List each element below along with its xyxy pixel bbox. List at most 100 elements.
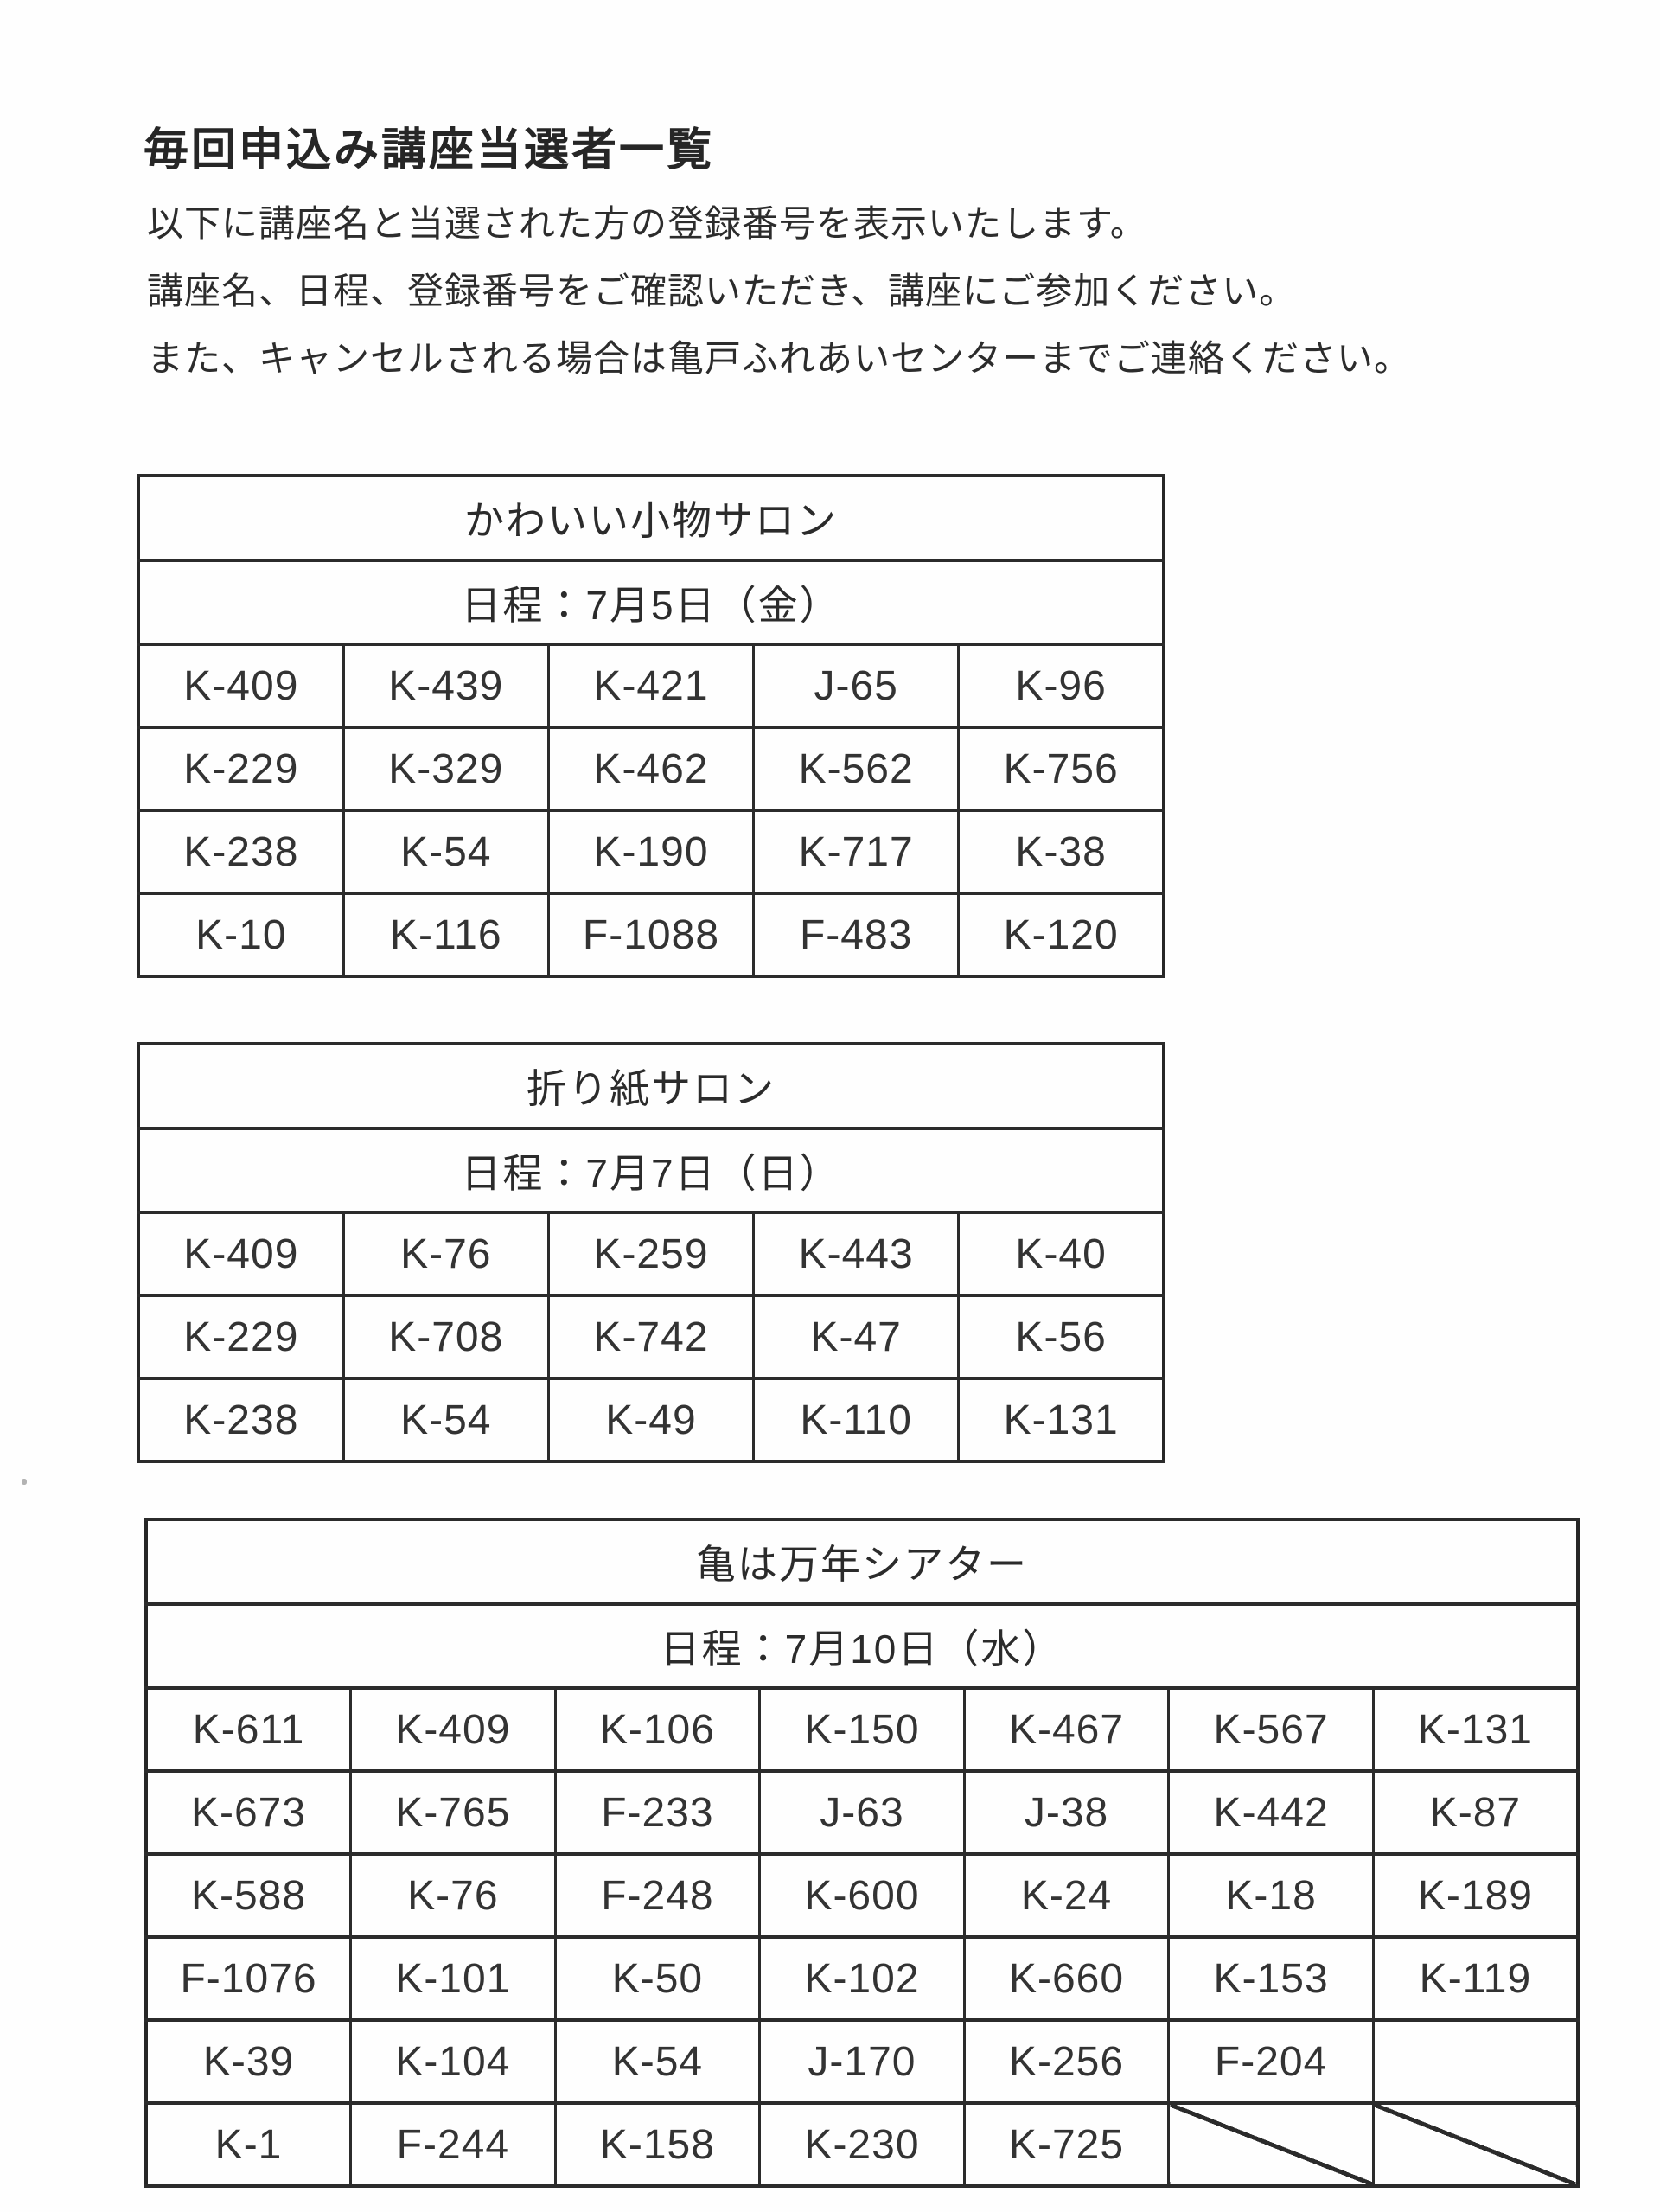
registration-number-cell: K-708 [342,1294,550,1380]
registration-number-cell: K-40 [957,1211,1165,1297]
registration-number-cell: K-87 [1371,1769,1580,1856]
table-row: K-39 K-104 K-54 J-170 K-256 F-204 [144,2018,1580,2105]
intro-text: 以下に講座名と当選された方の登録番号を表示いたします。 講座名、日程、登録番号を… [147,190,1411,393]
registration-number-cell: K-104 [349,2018,557,2105]
registration-number-cell: K-409 [349,1686,557,1773]
registration-number-cell: K-76 [342,1211,550,1297]
registration-number-cell: K-329 [342,726,550,812]
table-row: K-409 K-76 K-259 K-443 K-40 [137,1211,1165,1297]
registration-number-cell: K-600 [758,1852,966,1939]
registration-number-cell: K-150 [758,1686,966,1773]
table-row: K-10 K-116 F-1088 F-483 K-120 [137,892,1165,978]
empty-cell [1371,2018,1580,2105]
course-table-kame-wa-mannen-theater: 亀は万年シアター 日程：7月10日（水） K-611 K-409 K-106 K-150 K… [144,1518,1580,2188]
registration-number-cell: K-116 [342,892,550,978]
registration-number-cell: K-101 [349,1935,557,2022]
registration-number-cell: K-39 [144,2018,353,2105]
course-schedule: 日程：7月5日（金） [137,559,1165,646]
intro-line-2: 講座名、日程、登録番号をご確認いただき、講座にご参加ください。 [147,271,1297,311]
table-row: K-1 F-244 K-158 K-230 K-725 [144,2101,1580,2188]
registration-number-cell: F-248 [553,1852,762,1939]
registration-number-cell: K-611 [144,1686,353,1773]
registration-number-cell: K-238 [137,809,345,895]
registration-number-cell: J-170 [758,2018,966,2105]
registration-number-cell: K-409 [137,1211,345,1297]
registration-number-cell: K-443 [752,1211,961,1297]
registration-number-cell: K-153 [1167,1935,1375,2022]
table-row: K-229 K-329 K-462 K-562 K-756 [137,726,1165,812]
registration-number-cell: K-717 [752,809,961,895]
course-schedule: 日程：7月7日（日） [137,1127,1165,1214]
table-row: K-588 K-76 F-248 K-600 K-24 K-18 K-189 [144,1852,1580,1939]
registration-number-cell: K-259 [546,1211,756,1297]
registration-number-cell: J-65 [752,643,961,729]
registration-number-cell: F-244 [349,2101,557,2188]
registration-number-cell: K-439 [342,643,550,729]
intro-line-1: 以下に講座名と当選された方の登録番号を表示いたします。 [147,203,1147,244]
registration-number-cell: K-409 [137,643,345,729]
registration-number-cell: K-742 [546,1294,756,1380]
registration-number-cell: K-725 [962,2101,1171,2188]
registration-number-cell: K-256 [962,2018,1171,2105]
registration-number-cell: K-158 [553,2101,762,2188]
table-row: K-238 K-54 K-190 K-717 K-38 [137,809,1165,895]
registration-number-cell: K-673 [144,1769,353,1856]
registration-number-cell: K-50 [553,1935,762,2022]
registration-number-cell: K-562 [752,726,961,812]
registration-number-cell: K-120 [957,892,1165,978]
course-title: かわいい小物サロン [137,474,1165,562]
registration-number-cell: K-131 [1371,1686,1580,1773]
registration-number-cell: K-190 [546,809,756,895]
registration-number-cell: K-110 [752,1377,961,1463]
registration-number-cell: K-106 [553,1686,762,1773]
table-row: K-238 K-54 K-49 K-110 K-131 [137,1377,1165,1463]
registration-number-cell: K-18 [1167,1852,1375,1939]
registration-number-cell: K-588 [144,1852,353,1939]
registration-number-cell: J-63 [758,1769,966,1856]
registration-number-cell: K-462 [546,726,756,812]
registration-number-cell: K-1 [144,2101,353,2188]
registration-number-cell: K-54 [553,2018,762,2105]
table-row: K-409 K-439 K-421 J-65 K-96 [137,643,1165,729]
registration-number-cell: F-204 [1167,2018,1375,2105]
registration-number-cell: K-238 [137,1377,345,1463]
registration-number-cell: K-467 [962,1686,1171,1773]
registration-number-cell: K-189 [1371,1852,1580,1939]
registration-number-cell: K-567 [1167,1686,1375,1773]
registration-number-cell: K-10 [137,892,345,978]
registration-number-cell: F-483 [752,892,961,978]
intro-line-3: また、キャンセルされる場合は亀戸ふれあいセンターまでご連絡ください。 [147,338,1412,379]
registration-number-cell: F-1088 [546,892,756,978]
table-row: K-673 K-765 F-233 J-63 J-38 K-442 K-87 [144,1769,1580,1856]
registration-number-cell: K-38 [957,809,1165,895]
registration-number-cell: K-119 [1371,1935,1580,2022]
registration-number-cell: K-131 [957,1377,1165,1463]
course-schedule: 日程：7月10日（水） [144,1602,1580,1690]
course-table-kawaii-komono-salon: かわいい小物サロン 日程：7月5日（金） K-409 K-439 K-421 J-65 K-… [137,474,1165,978]
registration-number-cell: K-54 [342,1377,550,1463]
registration-number-cell: K-442 [1167,1769,1375,1856]
table-row: F-1076 K-101 K-50 K-102 K-660 K-153 K-119 [144,1935,1580,2022]
table-row: K-611 K-409 K-106 K-150 K-467 K-567 K-131 [144,1686,1580,1773]
diagonal-empty-cell [1167,2101,1375,2188]
registration-number-cell: K-56 [957,1294,1165,1380]
registration-number-cell: K-96 [957,643,1165,729]
table-row: K-229 K-708 K-742 K-47 K-56 [137,1294,1165,1380]
registration-number-cell: K-49 [546,1377,756,1463]
diagonal-empty-cell [1371,2101,1580,2188]
registration-number-cell: K-47 [752,1294,961,1380]
registration-number-cell: K-756 [957,726,1165,812]
registration-number-cell: F-233 [553,1769,762,1856]
page-title: 毎回申込み講座当選者一覧 [144,125,715,176]
registration-number-cell: K-229 [137,726,345,812]
course-table-origami-salon: 折り紙サロン 日程：7月7日（日） K-409 K-76 K-259 K-443 K-40 K… [137,1042,1165,1463]
registration-number-cell: K-229 [137,1294,345,1380]
registration-number-cell: K-54 [342,809,550,895]
registration-number-cell: J-38 [962,1769,1171,1856]
course-title: 亀は万年シアター [144,1518,1580,1606]
registration-number-cell: K-660 [962,1935,1171,2022]
registration-number-cell: K-24 [962,1852,1171,1939]
registration-number-cell: K-102 [758,1935,966,2022]
registration-number-cell: K-765 [349,1769,557,1856]
